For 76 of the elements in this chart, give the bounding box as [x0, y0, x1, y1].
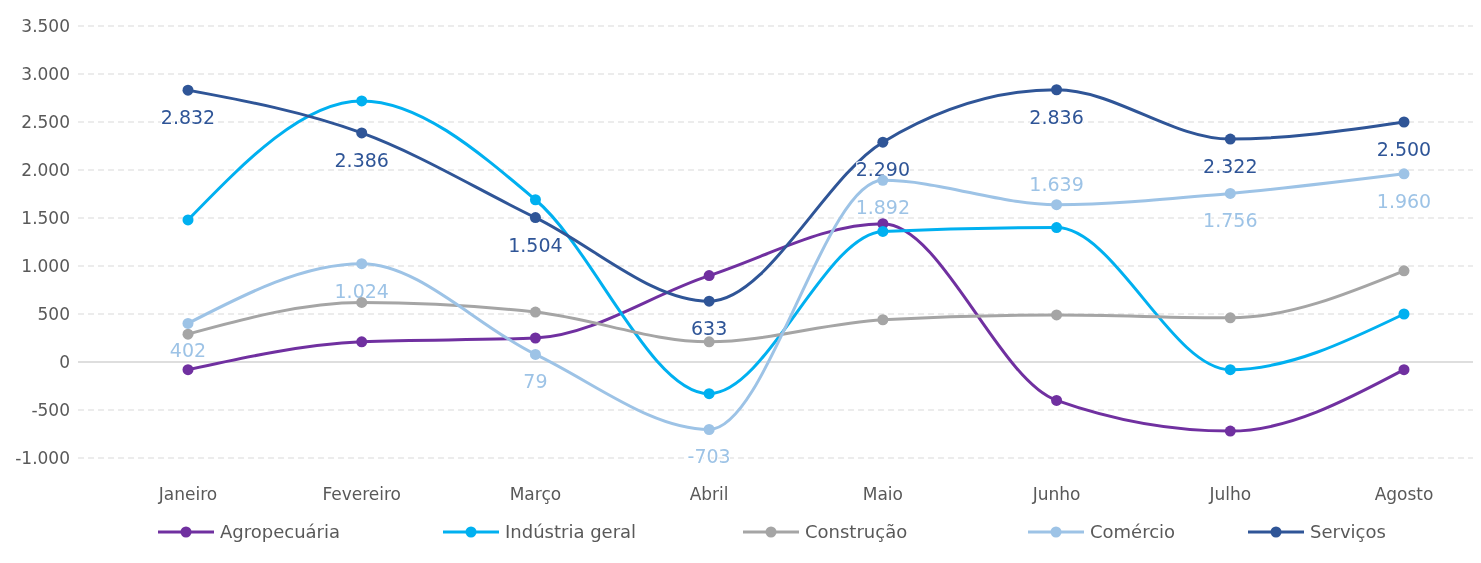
x-tick-label: Janeiro	[157, 484, 218, 504]
x-tick-label: Junho	[1031, 484, 1081, 504]
point	[703, 295, 715, 307]
point	[1051, 84, 1063, 96]
y-tick-label: 500	[37, 303, 70, 324]
legend-label: Serviços	[1310, 521, 1386, 543]
point	[182, 214, 194, 226]
data-label: -703	[687, 445, 731, 468]
point	[1224, 425, 1236, 437]
point	[703, 336, 715, 348]
point	[182, 84, 194, 96]
point	[1224, 133, 1236, 145]
point	[1398, 364, 1410, 376]
point	[182, 364, 194, 376]
data-label: 1.756	[1203, 209, 1258, 232]
data-label: 79	[523, 370, 548, 393]
point	[703, 423, 715, 435]
point	[356, 336, 368, 348]
data-label: 1.960	[1376, 189, 1432, 212]
point	[1224, 364, 1236, 376]
y-tick-label: 3.000	[21, 63, 70, 84]
point	[703, 388, 715, 400]
y-tick-label: 1.500	[21, 207, 70, 228]
data-label: 1.504	[508, 233, 563, 256]
point	[182, 317, 194, 329]
data-label: 1.892	[855, 196, 911, 219]
x-tick-label: Agosto	[1374, 484, 1434, 504]
data-label: 1.024	[334, 279, 389, 302]
legend-label: Indústria geral	[505, 521, 637, 543]
point	[356, 95, 368, 107]
point	[1398, 116, 1410, 128]
data-label: 2.832	[160, 106, 216, 129]
point	[877, 136, 889, 148]
data-label: 2.322	[1203, 155, 1258, 178]
point	[1398, 265, 1410, 277]
point	[1224, 187, 1236, 199]
y-tick-label: 3.500	[21, 15, 70, 36]
point	[1051, 222, 1063, 234]
data-label: 2.290	[855, 158, 911, 181]
point	[703, 270, 715, 282]
y-tick-label: 2.500	[21, 111, 70, 132]
x-tick-label: Fevereiro	[322, 484, 402, 504]
y-tick-label: 1.000	[21, 255, 70, 276]
x-tick-label: Maio	[862, 484, 903, 504]
data-label: 633	[691, 317, 728, 340]
y-tick-label: -500	[31, 399, 70, 420]
point	[1051, 394, 1063, 406]
point	[1224, 312, 1236, 324]
point	[529, 306, 541, 318]
point	[529, 212, 541, 224]
point	[529, 194, 541, 206]
data-label: 2.500	[1376, 138, 1432, 160]
y-tick-label: 2.000	[21, 159, 70, 180]
point	[877, 314, 889, 326]
data-label: 1.639	[1029, 172, 1084, 195]
legend-label: Agropecuária	[220, 521, 341, 543]
point	[1051, 199, 1063, 211]
point	[1398, 308, 1410, 320]
x-tick-label: Abril	[689, 484, 729, 504]
point	[182, 328, 194, 340]
point	[356, 127, 368, 139]
point	[1398, 168, 1410, 180]
point	[1051, 309, 1063, 321]
point	[356, 258, 368, 270]
point	[529, 332, 541, 344]
x-tick-label: Março	[509, 484, 562, 504]
y-tick-label: -1.000	[15, 447, 70, 468]
x-tick-label: Julho	[1208, 484, 1252, 504]
data-label: 2.386	[334, 148, 389, 171]
y-tick-label: 0	[59, 351, 70, 372]
point	[529, 348, 541, 360]
data-label: 402	[169, 339, 207, 362]
legend-label: Comércio	[1090, 521, 1176, 543]
point	[877, 225, 889, 237]
legend-label: Construção	[805, 521, 908, 543]
data-label: 2.836	[1029, 105, 1084, 128]
